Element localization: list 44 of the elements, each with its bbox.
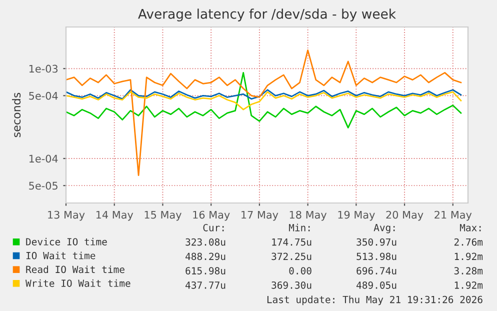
legend-label: Write IO Wait time — [26, 279, 130, 287]
text: 615.98u — [186, 267, 226, 274]
line-series — [66, 91, 462, 110]
x-tick-label: 17 May — [242, 210, 278, 221]
text: 372.25u — [272, 252, 312, 260]
text: 1.92m — [454, 281, 483, 289]
line-series — [66, 89, 462, 100]
text: 3.28m — [454, 267, 483, 274]
text: 323.08u — [186, 238, 226, 246]
chart-title: Average latency for /dev/sda - by week — [138, 8, 396, 22]
text: Last update: Thu May 21 19:31:26 2026 — [267, 296, 482, 306]
x-tick-label: 14 May — [96, 210, 134, 221]
text: Avg: — [374, 224, 395, 234]
text: 437.77u — [186, 281, 226, 289]
y-tick-label: 1e-03 — [29, 64, 58, 73]
y-axis-title: seconds — [12, 92, 21, 138]
y-tick-label: 5e-05 — [29, 182, 58, 190]
text: Min: — [288, 224, 310, 232]
x-tick-label: 20 May — [386, 210, 424, 221]
legend-label: IO Wait time — [26, 252, 96, 260]
x-tick-label: 18 May — [290, 210, 327, 221]
text: 696.74u — [356, 267, 396, 274]
x-tick-label: 21 May — [434, 210, 472, 221]
x-tick-label: 13 May — [48, 210, 85, 221]
y-tick-label: 5e-04 — [29, 92, 58, 100]
text: 0.00 — [289, 267, 312, 274]
text: 1.92m — [454, 252, 483, 260]
text: 488.29u — [186, 252, 226, 260]
text: Cur: — [203, 224, 224, 232]
text: Max: — [460, 224, 481, 232]
x-tick-label: 19 May — [338, 210, 375, 221]
x-tick-label: 15 May — [144, 210, 182, 221]
legend-label: Device IO time — [26, 238, 107, 246]
line-series — [66, 50, 462, 176]
line-series — [66, 72, 462, 128]
text: 174.75u — [272, 238, 312, 246]
text: 513.98u — [356, 252, 396, 260]
text: 350.97u — [356, 238, 396, 246]
legend-label: Read IO Wait time — [26, 266, 124, 274]
text: 369.30u — [272, 281, 312, 289]
y-tick-label: 1e-04 — [29, 154, 58, 163]
text: 2.76m — [454, 238, 483, 246]
x-tick-label: 16 May — [193, 210, 230, 221]
text: 489.05u — [356, 281, 396, 289]
